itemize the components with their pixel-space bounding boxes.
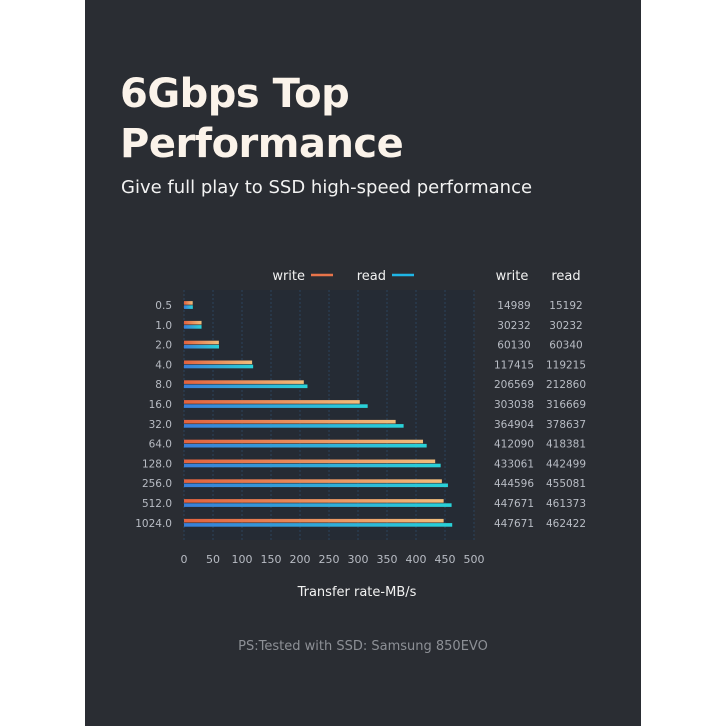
table-cell-write: 117415 [494, 359, 534, 371]
table-cell-write: 14989 [497, 300, 530, 312]
table-cell-read: 455081 [546, 478, 586, 490]
x-tick-label: 300 [348, 553, 369, 566]
x-tick-label: 200 [290, 553, 311, 566]
bar-read [184, 344, 219, 349]
table-cell-write: 30232 [497, 320, 530, 332]
table-cell-read: 15192 [549, 300, 582, 312]
bar-write [184, 320, 202, 325]
table-cell-read: 316669 [546, 399, 586, 411]
x-tick-label: 500 [464, 553, 485, 566]
bar-write [184, 518, 444, 523]
table-cell-write: 447671 [494, 498, 534, 510]
x-tick-label: 150 [261, 553, 282, 566]
x-tick-label: 50 [206, 553, 220, 566]
table-cell-read: 119215 [546, 359, 586, 371]
x-tick-label: 250 [319, 553, 340, 566]
y-tick-label: 512.0 [142, 498, 172, 510]
table-cell-write: 447671 [494, 518, 534, 530]
table-header-read: read [551, 269, 580, 284]
y-tick-label: 4.0 [155, 359, 172, 371]
bar-read [184, 404, 368, 408]
table-cell-write: 444596 [494, 478, 534, 490]
bar-read [184, 424, 404, 428]
bar-read [184, 364, 254, 369]
bar-write [184, 400, 360, 404]
footnote: PS:Tested with SSD: Samsung 850EVO [238, 639, 488, 654]
bar-read [184, 325, 202, 329]
x-tick-label: 400 [406, 553, 427, 566]
bar-read [184, 443, 427, 448]
table-cell-write: 364904 [494, 419, 534, 431]
bar-write [184, 419, 396, 424]
y-tick-label: 1024.0 [135, 518, 172, 530]
table-cell-read: 418381 [546, 439, 586, 451]
bar-write [184, 499, 444, 503]
bar-read [184, 384, 308, 389]
table-cell-read: 461373 [546, 498, 586, 510]
table-cell-read: 462422 [546, 518, 586, 530]
table-cell-read: 30232 [549, 320, 582, 332]
bar-read [184, 503, 452, 507]
bar-write [184, 479, 442, 483]
table-header-write: write [496, 269, 529, 284]
y-tick-label: 2.0 [155, 340, 172, 352]
table-cell-read: 378637 [546, 419, 586, 431]
bar-read [184, 305, 193, 309]
x-axis-label: Transfer rate-MB/s [297, 585, 417, 600]
y-tick-label: 1.0 [155, 320, 172, 332]
bar-read [184, 523, 453, 527]
bar-read [184, 483, 448, 488]
legend-label-write: write [272, 269, 305, 284]
x-tick-label: 450 [435, 553, 456, 566]
bar-write [184, 380, 304, 384]
y-tick-label: 32.0 [149, 419, 172, 431]
table-cell-read: 212860 [546, 379, 586, 391]
x-tick-label: 100 [232, 553, 253, 566]
bar-write [184, 340, 219, 345]
table-cell-write: 412090 [494, 439, 534, 451]
bar-write [184, 360, 253, 365]
page-title-line-2: Performance [120, 121, 404, 167]
x-tick-label: 0 [181, 553, 188, 566]
table-cell-read: 442499 [546, 458, 586, 470]
y-tick-label: 256.0 [142, 478, 172, 490]
page-title-line-1: 6Gbps Top [120, 71, 350, 117]
x-tick-label: 350 [377, 553, 398, 566]
y-tick-label: 0.5 [155, 300, 172, 312]
table-cell-write: 433061 [494, 458, 534, 470]
page-subtitle: Give full play to SSD high-speed perform… [121, 177, 533, 198]
y-tick-label: 64.0 [149, 439, 172, 451]
bar-read [184, 463, 441, 468]
table-cell-read: 60340 [549, 340, 582, 352]
y-tick-label: 16.0 [149, 399, 172, 411]
legend-label-read: read [357, 269, 386, 284]
bar-write [184, 459, 436, 464]
table-cell-write: 60130 [497, 340, 530, 352]
bar-write [184, 301, 193, 305]
bar-write [184, 439, 424, 444]
table-cell-write: 303038 [494, 399, 534, 411]
table-cell-write: 206569 [494, 379, 534, 391]
y-tick-label: 128.0 [142, 458, 172, 470]
y-tick-label: 8.0 [155, 379, 172, 391]
